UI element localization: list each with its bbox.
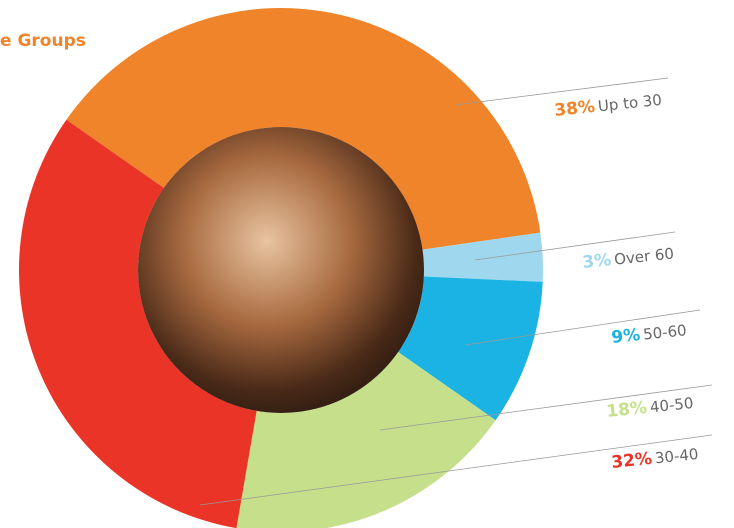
photo bbox=[138, 127, 424, 413]
category-label: 30-40 bbox=[654, 445, 699, 467]
value-label: 9% bbox=[610, 325, 641, 348]
chart: e Groups 38%Up to 30 3%Over 60 9%50-60 18%4… bbox=[0, 0, 734, 528]
value-label: 38% bbox=[553, 97, 596, 121]
label: 38%Up to 30 bbox=[553, 90, 662, 121]
value-label: 18% bbox=[605, 398, 648, 422]
category-label: 50-60 bbox=[642, 321, 687, 343]
label: 3%Over 60 bbox=[581, 243, 674, 272]
label-text: 9%50-60 bbox=[610, 320, 687, 348]
page: e Groups 38%Up to 30 3%Over 60 9%50-60 18%4… bbox=[0, 0, 734, 528]
label-text: 32%30-40 bbox=[610, 444, 699, 473]
value-label: 3% bbox=[581, 250, 612, 273]
category-label: Over 60 bbox=[613, 244, 674, 268]
chart-title: e Groups bbox=[0, 31, 86, 51]
category-label: Up to 30 bbox=[597, 91, 663, 116]
label-text: 38%Up to 30 bbox=[553, 90, 662, 121]
category-label: 40-50 bbox=[649, 394, 694, 416]
label: 32%30-40 bbox=[610, 444, 699, 473]
label: 9%50-60 bbox=[610, 320, 687, 348]
value-label: 32% bbox=[610, 449, 653, 473]
label-text: 3%Over 60 bbox=[581, 243, 674, 272]
